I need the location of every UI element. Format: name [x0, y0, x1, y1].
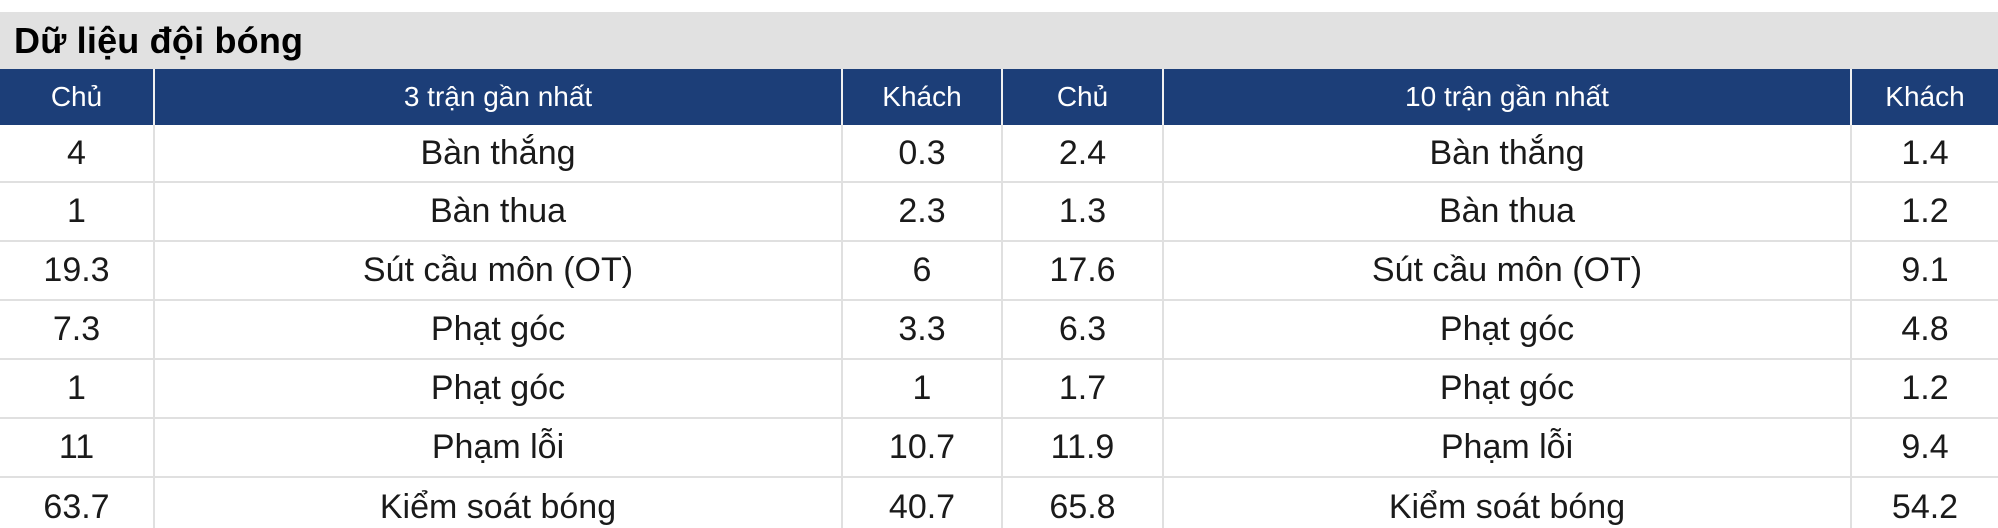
cell-home10: 6.3 [1001, 299, 1163, 359]
top-gap [0, 0, 1998, 12]
cell-home10: 11.9 [1001, 417, 1163, 477]
cell-home10: 2.4 [1001, 125, 1163, 182]
cell-away10: 1.2 [1850, 181, 1998, 241]
table-row: 7.3 Phạt góc 3.3 6.3 Phạt góc 4.8 [0, 299, 1998, 359]
header-home-last3: Chủ [0, 69, 154, 125]
cell-away10: 1.2 [1850, 358, 1998, 418]
cell-stat3-label: Sút cầu môn (OT) [153, 240, 842, 300]
team-stats-table: Chủ 3 trận gần nhất Khách Chủ 10 trận gầ… [0, 69, 1998, 528]
cell-away10: 9.4 [1850, 417, 1998, 477]
cell-away10: 4.8 [1850, 299, 1998, 359]
cell-away3: 1 [841, 358, 1002, 418]
cell-stat10-label: Phạt góc [1162, 299, 1851, 359]
cell-away3: 3.3 [841, 299, 1002, 359]
table-row: 1 Bàn thua 2.3 1.3 Bàn thua 1.2 [0, 181, 1998, 241]
cell-home3: 1 [0, 181, 154, 241]
header-last10-matches: 10 trận gần nhất [1162, 69, 1851, 125]
cell-home3: 7.3 [0, 299, 154, 359]
cell-stat10-label: Bàn thắng [1162, 125, 1851, 182]
page-title: Dữ liệu đội bóng [14, 19, 304, 61]
cell-home3: 11 [0, 417, 154, 477]
cell-home3: 4 [0, 125, 154, 182]
cell-away10: 54.2 [1850, 476, 1998, 528]
header-last3-matches: 3 trận gần nhất [153, 69, 842, 125]
cell-stat3-label: Phạm lỗi [153, 417, 842, 477]
cell-away3: 10.7 [841, 417, 1002, 477]
table-row: 4 Bàn thắng 0.3 2.4 Bàn thắng 1.4 [0, 125, 1998, 182]
cell-stat10-label: Sút cầu môn (OT) [1162, 240, 1851, 300]
cell-away3: 2.3 [841, 181, 1002, 241]
header-away-last10: Khách [1850, 69, 1998, 125]
cell-stat3-label: Bàn thua [153, 181, 842, 241]
cell-home3: 63.7 [0, 476, 154, 528]
cell-home10: 1.3 [1001, 181, 1163, 241]
table-row: 11 Phạm lỗi 10.7 11.9 Phạm lỗi 9.4 [0, 417, 1998, 477]
header-home-last10: Chủ [1001, 69, 1163, 125]
header-away-last3: Khách [841, 69, 1002, 125]
cell-away3: 0.3 [841, 125, 1002, 182]
table-header-row: Chủ 3 trận gần nhất Khách Chủ 10 trận gầ… [0, 69, 1998, 125]
section-title-bar: Dữ liệu đội bóng [0, 12, 1998, 69]
cell-away3: 6 [841, 240, 1002, 300]
cell-stat10-label: Kiểm soát bóng [1162, 476, 1851, 528]
cell-stat3-label: Kiểm soát bóng [153, 476, 842, 528]
cell-stat3-label: Phạt góc [153, 299, 842, 359]
cell-home3: 1 [0, 358, 154, 418]
cell-home10: 17.6 [1001, 240, 1163, 300]
cell-away10: 1.4 [1850, 125, 1998, 182]
table-row: 19.3 Sút cầu môn (OT) 6 17.6 Sút cầu môn… [0, 240, 1998, 300]
table-row: 63.7 Kiểm soát bóng 40.7 65.8 Kiểm soát … [0, 476, 1998, 528]
cell-stat10-label: Phạt góc [1162, 358, 1851, 418]
cell-stat10-label: Bàn thua [1162, 181, 1851, 241]
cell-home3: 19.3 [0, 240, 154, 300]
cell-stat10-label: Phạm lỗi [1162, 417, 1851, 477]
cell-stat3-label: Phạt góc [153, 358, 842, 418]
cell-away10: 9.1 [1850, 240, 1998, 300]
cell-stat3-label: Bàn thắng [153, 125, 842, 182]
cell-away3: 40.7 [841, 476, 1002, 528]
table-row: 1 Phạt góc 1 1.7 Phạt góc 1.2 [0, 358, 1998, 418]
cell-home10: 1.7 [1001, 358, 1163, 418]
cell-home10: 65.8 [1001, 476, 1163, 528]
